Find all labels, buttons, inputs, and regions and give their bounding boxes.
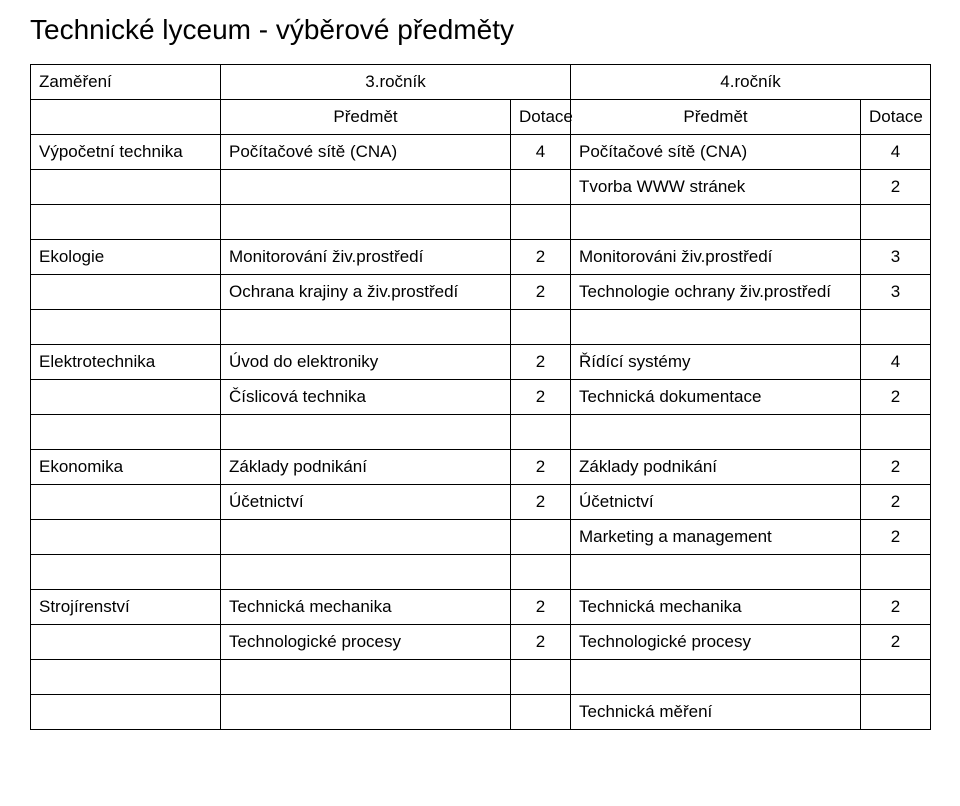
subject-right: Technická mechanika: [571, 590, 861, 625]
group-name-empty: [31, 695, 221, 730]
dotace-left: 2: [511, 345, 571, 380]
table-row: StrojírenstvíTechnická mechanika2Technic…: [31, 590, 931, 625]
subject-right: Monitorováni živ.prostředí: [571, 240, 861, 275]
header-rocnik4: 4.ročník: [571, 65, 931, 100]
group-name: Strojírenství: [31, 590, 221, 625]
header-row-1: Zaměření3.ročník4.ročník: [31, 65, 931, 100]
subject-left: Technická mechanika: [221, 590, 511, 625]
header-dotace-right: Dotace: [861, 100, 931, 135]
dotace-left: 2: [511, 485, 571, 520]
table-row: Tvorba WWW stránek2: [31, 170, 931, 205]
dotace-left: 4: [511, 135, 571, 170]
gap-row: [31, 415, 931, 450]
subject-left: [221, 170, 511, 205]
table-row: Technologické procesy2Technologické proc…: [31, 625, 931, 660]
table-row: EkologieMonitorování živ.prostředí2Monit…: [31, 240, 931, 275]
subject-right: Řídící systémy: [571, 345, 861, 380]
table-row: Číslicová technika2Technická dokumentace…: [31, 380, 931, 415]
group-name: Ekologie: [31, 240, 221, 275]
subject-left: Účetnictví: [221, 485, 511, 520]
table-row: Ochrana krajiny a živ.prostředí2Technolo…: [31, 275, 931, 310]
subject-left: Ochrana krajiny a živ.prostředí: [221, 275, 511, 310]
group-name-empty: [31, 625, 221, 660]
subject-right: Účetnictví: [571, 485, 861, 520]
subject-left: Základy podnikání: [221, 450, 511, 485]
subject-right: Technologie ochrany živ.prostředí: [571, 275, 861, 310]
dotace-right: [861, 695, 931, 730]
table-row: EkonomikaZáklady podnikání2Základy podni…: [31, 450, 931, 485]
page: Technické lyceum - výběrové předměty Zam…: [0, 0, 960, 750]
dotace-right: 2: [861, 520, 931, 555]
subject-left: [221, 660, 511, 695]
header-predmet-left: Předmět: [221, 100, 511, 135]
header-predmet-right: Předmět: [571, 100, 861, 135]
subject-right: Tvorba WWW stránek: [571, 170, 861, 205]
group-name-empty: [31, 170, 221, 205]
dotace-left: 2: [511, 625, 571, 660]
dotace-left: [511, 695, 571, 730]
group-name-empty: [31, 485, 221, 520]
group-name: Elektrotechnika: [31, 345, 221, 380]
header-blank: [31, 100, 221, 135]
group-name-empty: [31, 275, 221, 310]
table-row: Účetnictví2Účetnictví2: [31, 485, 931, 520]
gap-row: [31, 205, 931, 240]
subject-right: Základy podnikání: [571, 450, 861, 485]
table-row: ElektrotechnikaÚvod do elektroniky2Řídíc…: [31, 345, 931, 380]
gap-row: [31, 555, 931, 590]
subject-left: [221, 520, 511, 555]
gap-row: [31, 310, 931, 345]
header-row-2: PředmětDotacePředmětDotace: [31, 100, 931, 135]
group-name-empty: [31, 380, 221, 415]
table-row: Marketing a management2: [31, 520, 931, 555]
subject-left: [221, 695, 511, 730]
subject-right: Počítačové sítě (CNA): [571, 135, 861, 170]
subject-right: [571, 660, 861, 695]
subject-right: Marketing a management: [571, 520, 861, 555]
dotace-left: 2: [511, 590, 571, 625]
subject-right: Technická měření: [571, 695, 861, 730]
dotace-right: 3: [861, 240, 931, 275]
dotace-left: [511, 660, 571, 695]
header-rocnik3: 3.ročník: [221, 65, 571, 100]
header-dotace-left: Dotace: [511, 100, 571, 135]
dotace-right: 3: [861, 275, 931, 310]
table-row: Výpočetní technikaPočítačové sítě (CNA)4…: [31, 135, 931, 170]
header-zamereni: Zaměření: [31, 65, 221, 100]
subject-left: Počítačové sítě (CNA): [221, 135, 511, 170]
dotace-right: 4: [861, 135, 931, 170]
subject-right: Technická dokumentace: [571, 380, 861, 415]
table-row: [31, 660, 931, 695]
group-name: Ekonomika: [31, 450, 221, 485]
dotace-left: 2: [511, 450, 571, 485]
dotace-right: 2: [861, 170, 931, 205]
group-name-empty: [31, 660, 221, 695]
subject-left: Monitorování živ.prostředí: [221, 240, 511, 275]
dotace-left: 2: [511, 275, 571, 310]
dotace-left: 2: [511, 380, 571, 415]
group-name: Výpočetní technika: [31, 135, 221, 170]
dotace-right: 2: [861, 450, 931, 485]
dotace-right: [861, 660, 931, 695]
dotace-right: 4: [861, 345, 931, 380]
page-title: Technické lyceum - výběrové předměty: [30, 14, 930, 46]
dotace-left: [511, 170, 571, 205]
dotace-right: 2: [861, 625, 931, 660]
dotace-right: 2: [861, 380, 931, 415]
dotace-left: [511, 520, 571, 555]
table-row: Technická měření: [31, 695, 931, 730]
subject-left: Technologické procesy: [221, 625, 511, 660]
dotace-right: 2: [861, 590, 931, 625]
group-name-empty: [31, 520, 221, 555]
subject-left: Úvod do elektroniky: [221, 345, 511, 380]
dotace-left: 2: [511, 240, 571, 275]
subject-left: Číslicová technika: [221, 380, 511, 415]
subject-right: Technologické procesy: [571, 625, 861, 660]
dotace-right: 2: [861, 485, 931, 520]
curriculum-table: Zaměření3.ročník4.ročníkPředmětDotacePře…: [30, 64, 931, 730]
